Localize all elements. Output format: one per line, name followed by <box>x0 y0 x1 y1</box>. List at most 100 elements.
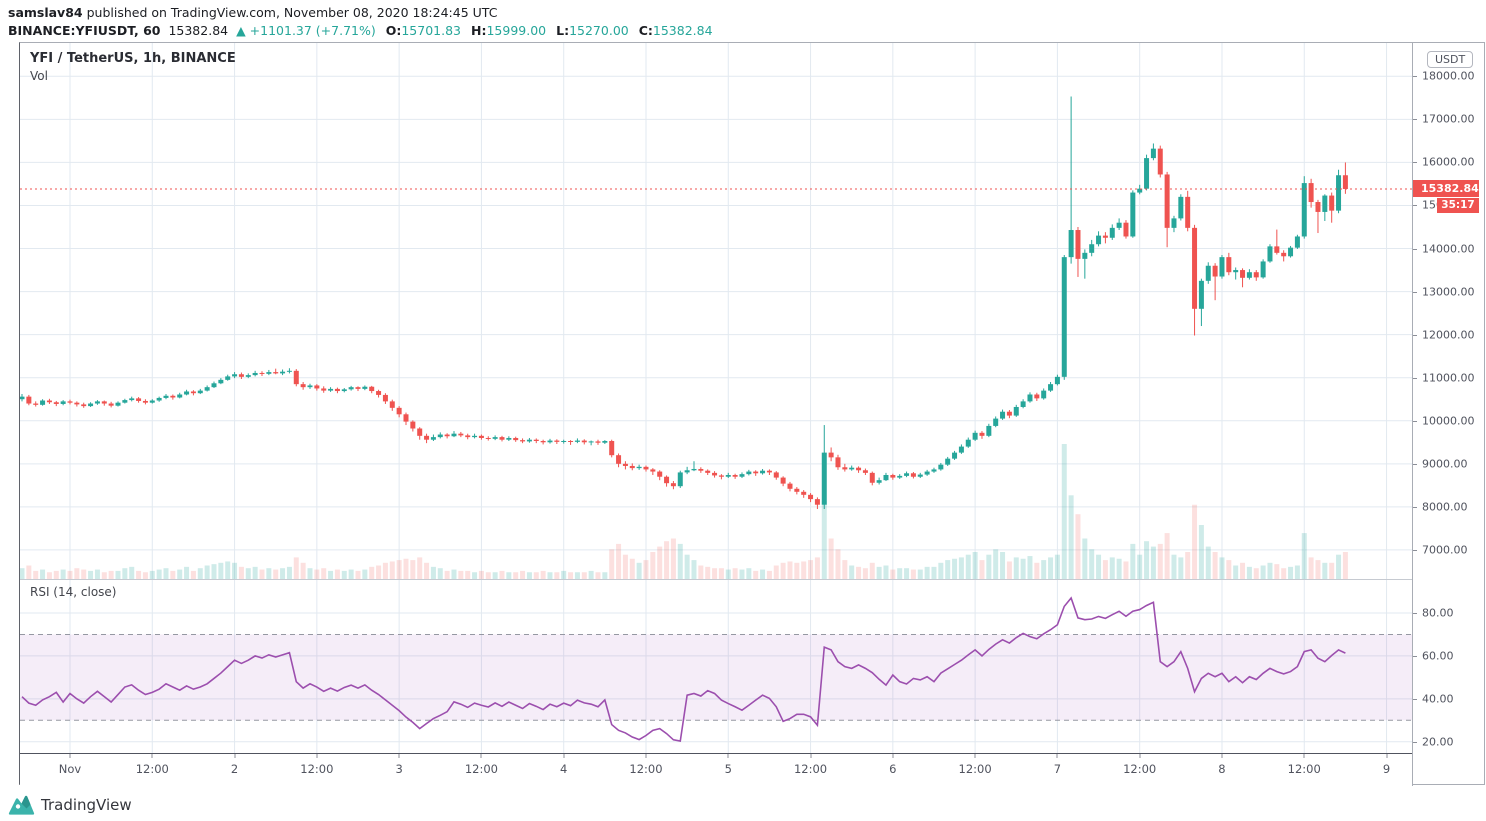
volume-bar <box>835 549 841 579</box>
candle-body <box>451 433 457 437</box>
candle-body <box>376 391 382 395</box>
volume-bar <box>1267 562 1273 579</box>
candle-body <box>561 440 567 442</box>
volume-bar <box>197 568 203 579</box>
rsi-tick-label: 20.00 <box>1422 735 1454 749</box>
candle-body <box>856 467 862 471</box>
volume-bar <box>910 569 916 579</box>
candle-body <box>53 402 59 404</box>
price-tick-label: 12000.00 <box>1422 328 1475 342</box>
volume-bar <box>163 568 169 579</box>
candle-body <box>197 390 203 394</box>
volume-bar <box>1212 552 1218 579</box>
candle-body <box>1226 257 1232 273</box>
volume-bar <box>828 538 834 579</box>
candle-body <box>259 372 265 374</box>
candle-body <box>1000 411 1006 419</box>
volume-bar <box>629 558 635 579</box>
axis-tick-mark <box>1413 248 1417 250</box>
volume-bar <box>170 570 176 579</box>
volume-bar <box>362 569 368 579</box>
tradingview-logo-icon <box>8 794 35 816</box>
volume-bar <box>1041 560 1047 579</box>
volume-bar <box>499 570 505 579</box>
candle-body <box>698 468 704 471</box>
candle-body <box>444 434 450 437</box>
currency-badge: USDT <box>1427 51 1474 68</box>
tradingview-brand-text: TradingView <box>41 796 132 814</box>
volume-bar <box>334 569 340 579</box>
volume-bar <box>1061 444 1067 579</box>
volume-bar <box>739 569 745 579</box>
volume-bar <box>396 560 402 579</box>
close-value: 15382.84 <box>652 23 713 38</box>
volume-bar <box>1096 554 1102 579</box>
candle-body <box>1274 246 1280 253</box>
volume-bar <box>760 569 766 579</box>
volume-bar <box>513 572 519 579</box>
volume-bar <box>547 572 553 579</box>
volume-bar <box>958 557 964 579</box>
axis-tick-mark <box>1413 549 1417 551</box>
candle-body <box>33 403 39 405</box>
candle-body <box>122 400 128 403</box>
time-tick-mark <box>892 754 894 758</box>
candle-body <box>1109 227 1115 238</box>
candle-body <box>986 425 992 436</box>
volume-bar <box>1034 562 1040 579</box>
volume-bar <box>300 562 306 579</box>
volume-legend: Vol <box>30 69 48 83</box>
candle-body <box>424 435 430 440</box>
volume-bar <box>190 570 196 579</box>
candle-body <box>458 433 464 436</box>
volume-bar <box>581 572 587 579</box>
time-tick-mark <box>1139 754 1141 758</box>
candle-body <box>273 372 279 374</box>
volume-bar <box>554 572 560 579</box>
candle-body <box>1006 411 1012 416</box>
candle-body <box>211 383 217 388</box>
volume-bar <box>698 565 704 579</box>
volume-bar <box>444 570 450 579</box>
volume-bar <box>705 566 711 579</box>
high-value: 15999.00 <box>486 23 547 38</box>
price-tick-label: 8000.00 <box>1422 500 1468 514</box>
time-tick-mark <box>151 754 153 758</box>
volume-bar <box>849 565 855 579</box>
candle-body <box>739 474 745 477</box>
chart-plot-area[interactable]: YFI / TetherUS, 1h, BINANCE Vol RSI (14,… <box>19 43 1412 785</box>
volume-bar <box>1226 560 1232 579</box>
price-tick-label: 14000.00 <box>1422 242 1475 256</box>
volume-bar <box>1336 554 1342 579</box>
candle-body <box>1253 272 1259 278</box>
volume-bar <box>286 566 292 579</box>
candle-body <box>46 400 52 403</box>
axis-tick-mark <box>1413 205 1417 207</box>
axis-tick-mark <box>1413 291 1417 293</box>
volume-bar <box>801 561 807 579</box>
candle-body <box>88 403 94 407</box>
candle-body <box>526 439 532 442</box>
volume-bar <box>1027 556 1033 579</box>
volume-bar <box>883 565 889 579</box>
volume-bar <box>149 570 155 579</box>
volume-bar <box>1171 554 1177 579</box>
candle-body <box>931 469 937 472</box>
volume-bar <box>321 568 327 579</box>
volume-bar <box>1253 568 1259 579</box>
price-axis[interactable]: USDT 18000.0017000.0016000.0015000.00140… <box>1412 43 1485 786</box>
price-tick-label: 18000.00 <box>1422 69 1475 83</box>
candle-body <box>1294 236 1300 248</box>
tradingview-logo-link[interactable]: TradingView <box>8 794 132 816</box>
bar-countdown-badge: 35:17 <box>1437 198 1479 213</box>
price-tick-label: 7000.00 <box>1422 543 1468 557</box>
volume-bar <box>568 572 574 579</box>
volume-bar <box>382 562 388 579</box>
volume-bar <box>184 566 190 579</box>
volume-bar <box>677 543 683 579</box>
volume-bar <box>520 570 526 579</box>
candlestick-rsi-canvas[interactable] <box>19 43 1412 753</box>
candle-body <box>314 385 320 389</box>
volume-bar <box>142 572 148 579</box>
time-axis[interactable]: Nov 12:00 2 12:00 3 12:00 4 12:00 5 12:00 6 12:00 7 1… <box>20 753 1412 785</box>
